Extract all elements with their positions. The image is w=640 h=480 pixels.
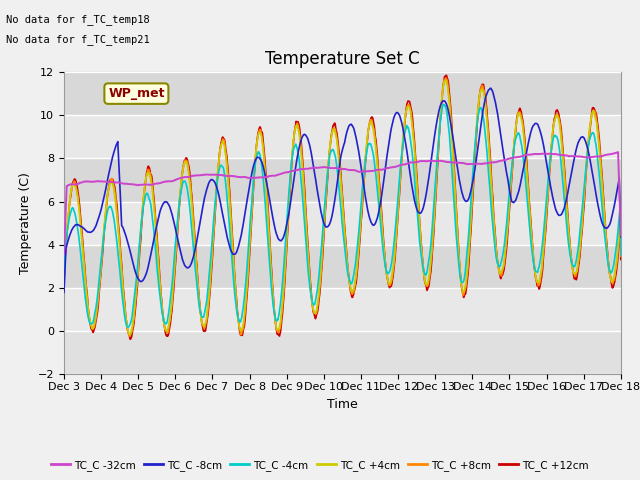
- Legend: TC_C -32cm, TC_C -8cm, TC_C -4cm, TC_C +4cm, TC_C +8cm, TC_C +12cm: TC_C -32cm, TC_C -8cm, TC_C -4cm, TC_C +…: [47, 456, 593, 475]
- X-axis label: Time: Time: [327, 397, 358, 410]
- Text: WP_met: WP_met: [108, 87, 164, 100]
- Bar: [64, 202, 621, 245]
- Y-axis label: Temperature (C): Temperature (C): [19, 172, 32, 274]
- Title: Temperature Set C: Temperature Set C: [265, 49, 420, 68]
- Text: No data for f_TC_temp21: No data for f_TC_temp21: [6, 34, 150, 45]
- Bar: [64, 158, 621, 202]
- Bar: [64, 245, 621, 288]
- Text: No data for f_TC_temp18: No data for f_TC_temp18: [6, 14, 150, 25]
- Bar: [64, 115, 621, 158]
- Bar: [64, 288, 621, 331]
- Bar: [64, 72, 621, 115]
